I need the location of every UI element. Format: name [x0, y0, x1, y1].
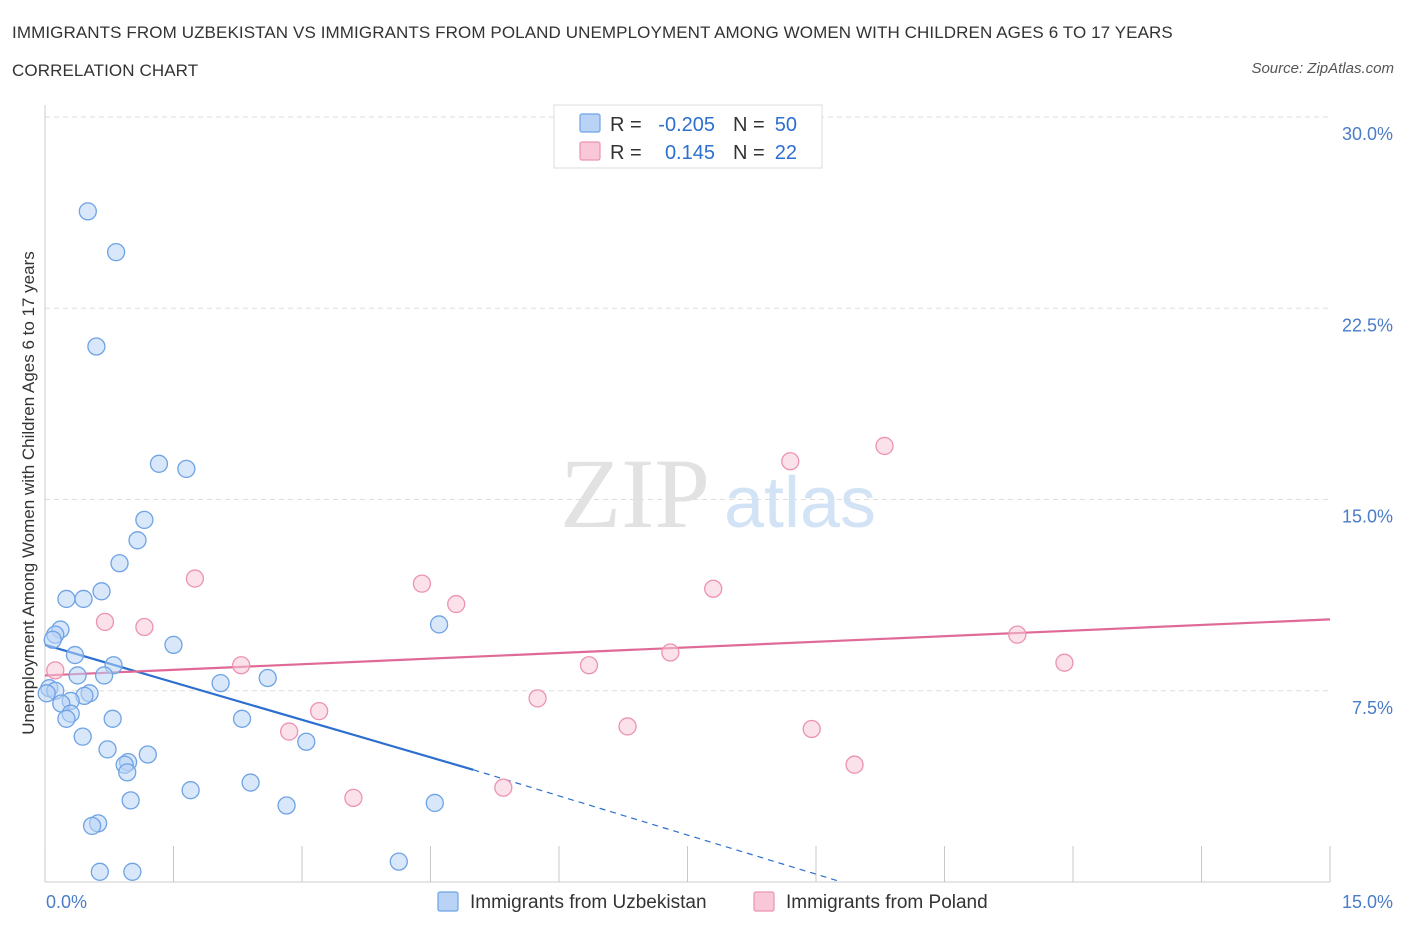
point-uzbekistan [164, 635, 183, 654]
stats-r-label-uzbekistan: R = [610, 114, 642, 136]
point-poland [494, 778, 513, 797]
stats-n-value-poland: 22 [775, 142, 797, 164]
point-uzbekistan [74, 589, 93, 609]
stats-r-value-poland: 0.145 [665, 142, 715, 164]
x-tick-label: 15.0% [1342, 892, 1393, 912]
point-uzbekistan [425, 793, 444, 813]
point-poland [802, 719, 821, 739]
watermark: ZIP atlas [560, 438, 876, 549]
point-uzbekistan [90, 862, 109, 881]
point-poland [781, 452, 800, 471]
legend-swatch-uzbekistan [437, 891, 459, 912]
stats-n-value-uzbekistan: 50 [775, 114, 797, 136]
series-legend: Immigrants from Uzbekistan Immigrants fr… [437, 891, 988, 913]
point-poland [95, 612, 115, 632]
point-uzbekistan [429, 615, 449, 634]
point-poland [1008, 625, 1027, 644]
point-uzbekistan [258, 668, 277, 688]
legend-swatch-poland [753, 891, 775, 912]
stats-r-value-uzbekistan: -0.205 [658, 114, 715, 136]
data-points [37, 202, 1074, 881]
chart-title: IMMIGRANTS FROM UZBEKISTAN VS IMMIGRANTS… [12, 23, 1173, 80]
y-tick-label: 30.0% [1342, 124, 1393, 144]
point-uzbekistan [94, 666, 114, 685]
point-poland [309, 702, 329, 721]
point-uzbekistan [43, 630, 62, 649]
stats-r-label-poland: R = [610, 142, 642, 164]
point-uzbekistan [241, 773, 260, 792]
legend-label-poland: Immigrants from Poland [786, 892, 988, 913]
point-uzbekistan [73, 727, 92, 746]
point-poland [232, 656, 251, 675]
y-tick-label: 7.5% [1352, 698, 1393, 718]
point-uzbekistan [68, 666, 87, 685]
point-uzbekistan [389, 852, 408, 871]
point-poland [46, 661, 65, 680]
point-poland [1055, 653, 1074, 672]
point-poland [135, 617, 154, 637]
point-poland [185, 569, 205, 588]
stats-swatch-uzbekistan [579, 113, 601, 133]
point-poland [618, 717, 637, 736]
chart-source: Source: ZipAtlas.com [1251, 60, 1394, 77]
point-uzbekistan [128, 531, 147, 550]
point-uzbekistan [98, 740, 117, 759]
point-uzbekistan [135, 510, 154, 530]
watermark-atlas: atlas [724, 463, 876, 543]
point-uzbekistan [37, 684, 56, 703]
point-uzbekistan [297, 732, 316, 751]
point-uzbekistan [149, 454, 169, 473]
point-uzbekistan [57, 589, 76, 609]
point-uzbekistan [181, 781, 200, 800]
point-uzbekistan [110, 554, 129, 573]
point-uzbekistan [277, 796, 296, 815]
point-uzbekistan [211, 673, 230, 693]
point-poland [528, 689, 547, 708]
stats-n-label-poland: N = [733, 142, 765, 164]
legend-label-uzbekistan: Immigrants from Uzbekistan [470, 892, 707, 913]
point-poland [845, 755, 864, 774]
stats-swatch-poland [579, 141, 601, 161]
stats-n-label-uzbekistan: N = [733, 114, 765, 136]
trend-line-uzbekistan-extension [473, 769, 842, 883]
grid-lines [45, 116, 1330, 692]
point-poland [447, 594, 466, 614]
point-uzbekistan [82, 816, 102, 836]
point-uzbekistan [123, 862, 142, 881]
stats-legend: R = -0.205 N = 50 R = 0.145 N = 22 [553, 104, 823, 169]
point-uzbekistan [103, 709, 122, 728]
point-uzbekistan [232, 709, 252, 728]
point-uzbekistan [106, 242, 126, 262]
point-poland [704, 579, 723, 598]
point-poland [279, 722, 299, 741]
point-uzbekistan [138, 745, 157, 764]
x-tick-label: 0.0% [46, 892, 87, 912]
point-poland [579, 656, 599, 675]
point-poland [661, 643, 680, 662]
point-uzbekistan [177, 459, 196, 479]
point-poland [875, 436, 894, 456]
point-uzbekistan [121, 791, 140, 810]
y-axis-title: Unemployment Among Women with Children A… [19, 251, 38, 735]
axes [44, 105, 1331, 883]
point-uzbekistan [78, 202, 97, 221]
point-uzbekistan [65, 645, 85, 665]
trend-line-poland [44, 618, 1331, 677]
point-poland [412, 574, 432, 593]
point-uzbekistan [87, 337, 106, 356]
watermark-zip: ZIP [560, 438, 710, 549]
tick-labels: 7.5% 15.0% 22.5% 30.0% 0.0% 15.0% [46, 124, 1393, 912]
point-uzbekistan [92, 582, 111, 601]
y-tick-label: 22.5% [1342, 315, 1393, 335]
y-tick-label: 15.0% [1342, 507, 1393, 527]
point-uzbekistan [57, 709, 76, 728]
point-poland [344, 788, 363, 807]
point-uzbekistan [118, 763, 137, 782]
